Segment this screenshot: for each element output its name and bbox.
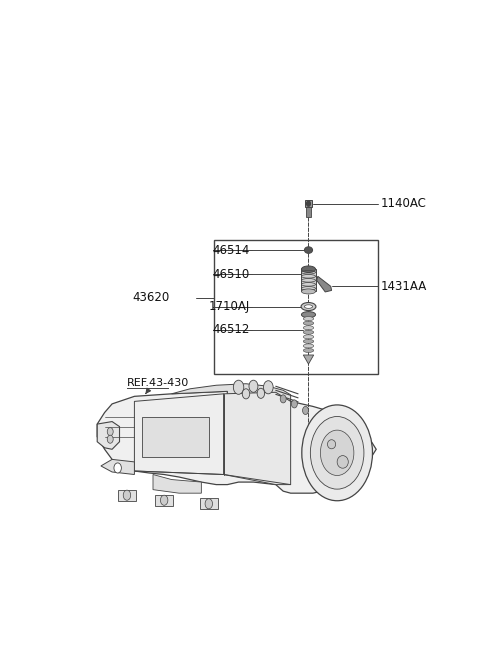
Text: 46514: 46514 xyxy=(212,244,250,257)
Polygon shape xyxy=(97,422,120,449)
Text: 46510: 46510 xyxy=(213,268,250,281)
Circle shape xyxy=(311,417,364,489)
Circle shape xyxy=(249,380,258,392)
Circle shape xyxy=(160,495,168,505)
Bar xyxy=(306,205,311,217)
Ellipse shape xyxy=(304,305,312,309)
Ellipse shape xyxy=(303,335,314,339)
Ellipse shape xyxy=(304,247,312,253)
Ellipse shape xyxy=(303,326,314,329)
Bar xyxy=(215,240,378,373)
Polygon shape xyxy=(317,276,332,292)
Ellipse shape xyxy=(303,330,314,334)
Circle shape xyxy=(302,406,309,415)
Circle shape xyxy=(321,430,354,476)
Ellipse shape xyxy=(301,303,316,310)
Circle shape xyxy=(291,400,297,408)
Ellipse shape xyxy=(337,456,348,468)
Polygon shape xyxy=(153,474,202,493)
Polygon shape xyxy=(172,384,290,402)
Circle shape xyxy=(307,201,311,206)
Ellipse shape xyxy=(303,348,314,352)
Polygon shape xyxy=(101,459,134,474)
Circle shape xyxy=(233,380,244,394)
Ellipse shape xyxy=(303,339,314,343)
Circle shape xyxy=(280,395,286,403)
Bar xyxy=(155,495,173,506)
Ellipse shape xyxy=(301,312,315,318)
Circle shape xyxy=(114,463,121,473)
Circle shape xyxy=(205,498,213,509)
Circle shape xyxy=(242,389,250,399)
Circle shape xyxy=(302,405,372,500)
Text: 46512: 46512 xyxy=(212,324,250,336)
Text: REF.43-430: REF.43-430 xyxy=(127,378,189,388)
Polygon shape xyxy=(303,355,314,364)
Ellipse shape xyxy=(301,289,315,294)
Polygon shape xyxy=(97,391,376,493)
Bar xyxy=(305,200,312,207)
Text: 1710AJ: 1710AJ xyxy=(208,300,250,313)
Text: 43620: 43620 xyxy=(132,291,170,305)
Ellipse shape xyxy=(303,321,314,326)
Circle shape xyxy=(264,381,273,394)
Circle shape xyxy=(257,388,264,398)
Polygon shape xyxy=(224,392,290,485)
Ellipse shape xyxy=(301,266,315,272)
Ellipse shape xyxy=(303,344,314,348)
Ellipse shape xyxy=(303,316,314,321)
Polygon shape xyxy=(134,394,224,474)
Bar xyxy=(118,490,136,500)
Circle shape xyxy=(123,490,131,500)
Ellipse shape xyxy=(327,440,336,449)
Circle shape xyxy=(107,428,113,436)
Text: 1431AA: 1431AA xyxy=(381,280,427,293)
Circle shape xyxy=(107,435,113,443)
Bar xyxy=(142,417,209,457)
Bar xyxy=(301,269,315,291)
Bar xyxy=(200,498,218,510)
Text: 1140AC: 1140AC xyxy=(381,197,427,210)
